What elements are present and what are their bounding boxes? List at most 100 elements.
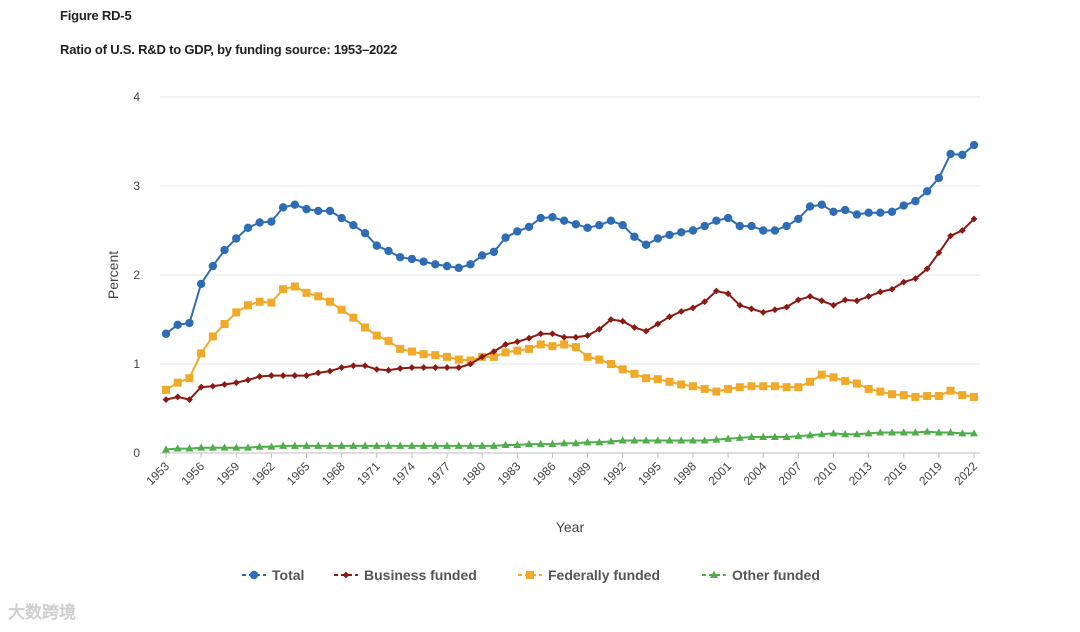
data-point-federally-funded [653,375,662,384]
data-point-federally-funded [419,350,428,359]
data-point-federally-funded [501,348,510,357]
data-point-business-funded [642,327,650,335]
data-point-federally-funded [560,340,569,349]
data-point-other-funded [946,428,955,436]
data-point-federally-funded [606,360,615,368]
data-point-total [934,173,944,183]
data-point-business-funded [783,303,791,311]
data-point-business-funded [338,364,346,371]
data-point-business-funded [935,249,943,257]
legend-label: Total [272,567,304,583]
data-point-federally-funded [958,391,967,400]
data-point-total [876,208,885,217]
data-point-business-funded [631,324,638,331]
data-point-other-funded [606,437,615,445]
data-point-total [712,216,721,225]
data-point-total [208,261,218,271]
data-point-federally-funded [197,349,206,358]
data-point-other-funded [560,439,569,447]
data-point-total [782,221,791,231]
data-point-total [700,221,709,231]
data-point-business-funded [455,364,463,371]
data-point-other-funded [407,441,416,449]
series-business-funded [162,215,978,403]
data-point-other-funded [396,441,405,449]
data-point-federally-funded [806,377,815,386]
data-point-business-funded [232,379,240,387]
data-point-total [665,230,674,240]
data-point-business-funded [818,297,826,305]
data-point-business-funded [572,333,580,341]
data-point-federally-funded [384,336,393,345]
series-line-business-funded [165,218,975,401]
data-point-other-funded [677,436,686,444]
data-point-federally-funded [630,369,639,378]
data-point-federally-funded [888,390,897,399]
data-point-business-funded [841,296,849,304]
data-point-total [840,205,850,215]
data-point-total [349,220,358,230]
data-point-business-funded [502,341,509,348]
data-point-total [196,279,206,289]
data-point-federally-funded [548,342,557,351]
data-point-federally-funded [513,346,522,355]
data-point-federally-funded [290,282,299,291]
y-tick-label: 0 [133,446,140,460]
y-tick-label: 4 [133,90,140,104]
data-point-federally-funded [829,373,838,382]
data-point-total [489,247,499,257]
data-point-business-funded [759,308,767,316]
gridlines [160,96,980,454]
data-point-other-funded [876,428,885,436]
data-point-business-funded [771,306,779,314]
data-point-federally-funded [162,385,170,394]
data-point-business-funded [408,364,416,371]
series-federally-funded [162,282,978,401]
data-point-other-funded [267,442,276,450]
data-point-business-funded [174,393,182,401]
data-point-total [922,187,932,196]
data-point-federally-funded [454,355,463,364]
data-point-business-funded [701,298,709,306]
data-point-federally-funded [255,297,264,306]
data-point-other-funded [852,430,861,438]
x-tick-label: 1959 [214,459,243,488]
data-point-federally-funded [864,384,873,393]
data-point-other-funded [724,434,733,442]
data-point-federally-funded [571,343,580,352]
data-point-other-funded [361,441,370,449]
data-point-federally-funded [232,308,241,317]
data-point-other-funded [208,443,217,451]
data-point-business-funded [654,320,662,328]
data-point-other-funded [431,441,440,449]
legend-label: Federally funded [548,567,660,583]
x-tick-label: 1986 [530,459,559,488]
data-point-federally-funded [583,352,592,361]
data-point-total [290,200,300,209]
data-point-other-funded [513,440,522,448]
data-point-federally-funded [279,285,288,294]
x-tick-label: 1962 [249,459,278,488]
data-point-other-funded [700,436,709,444]
data-point-other-funded [478,441,487,449]
x-axis-ticks: 1953 1956 1959 1962 1965 1968 1971 1974 1977 1980… [143,453,980,488]
data-point-total [302,204,311,214]
data-point-federally-funded [361,323,370,332]
series-other-funded [162,427,978,453]
data-point-other-funded [934,428,943,436]
data-point-other-funded [185,444,194,452]
data-point-other-funded [583,438,592,446]
data-point-business-funded [560,333,568,341]
data-point-total [559,216,569,225]
data-point-business-funded [830,301,837,309]
x-tick-label: 1965 [284,459,313,488]
data-point-other-funded [782,432,791,440]
data-point-business-funded [162,396,170,403]
data-point-business-funded [314,369,322,377]
data-point-business-funded [712,287,720,295]
data-point-total [595,220,604,230]
data-point-business-funded [595,325,603,333]
data-point-other-funded [958,429,967,437]
data-point-total [583,223,592,233]
